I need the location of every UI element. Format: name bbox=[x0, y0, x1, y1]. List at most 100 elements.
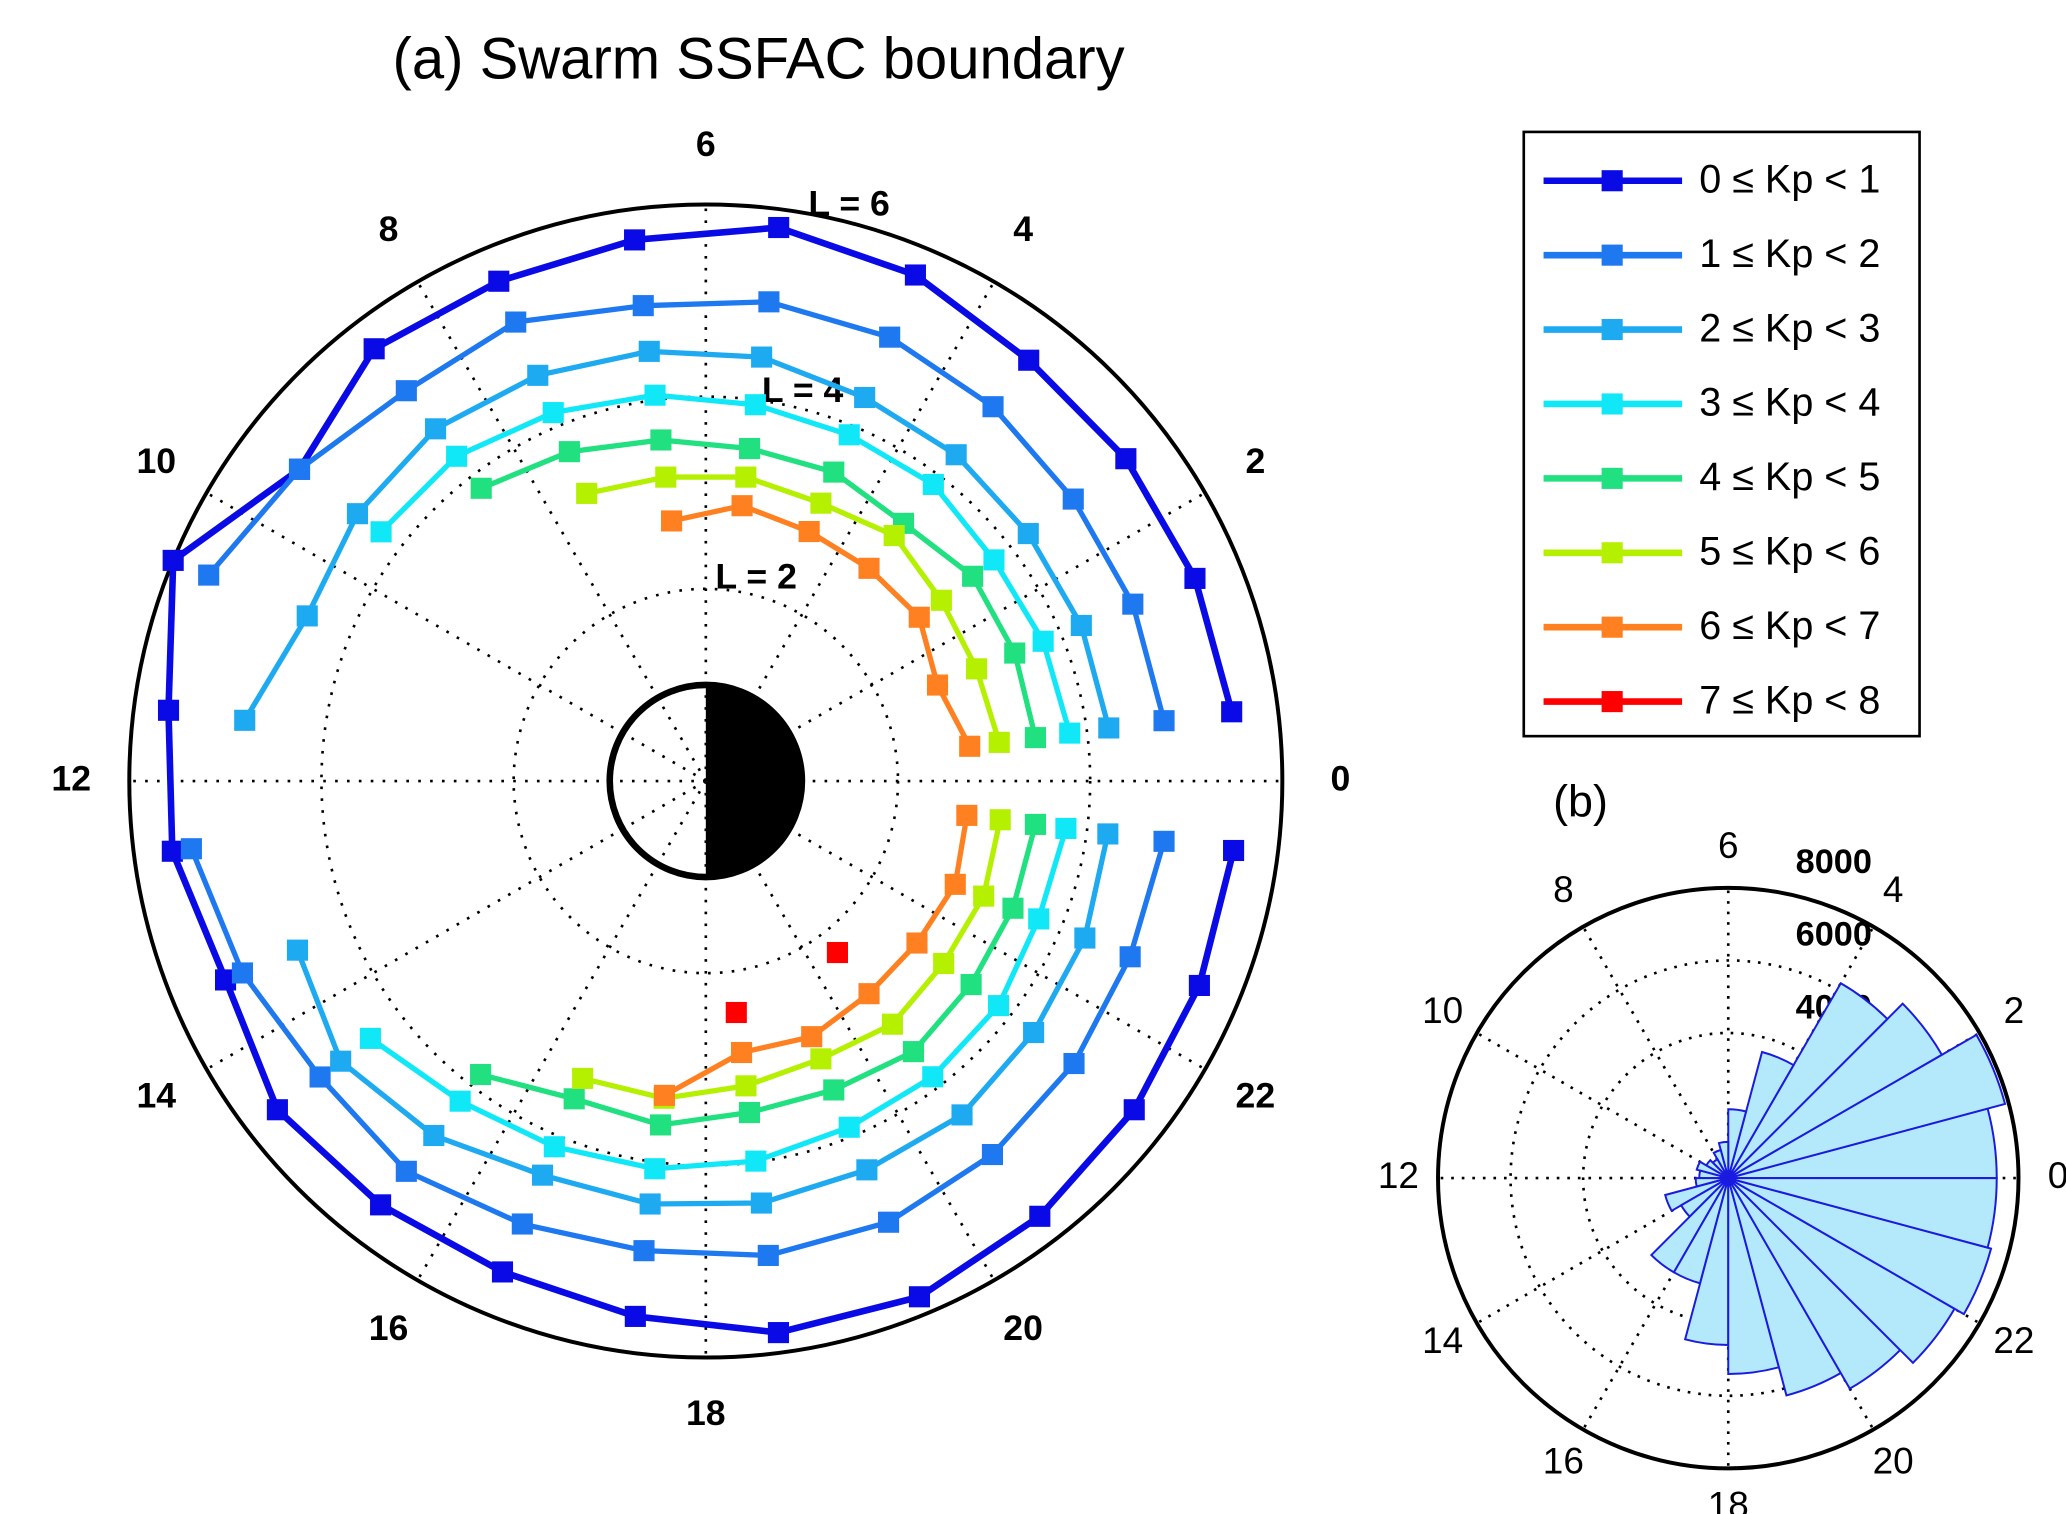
marker bbox=[1188, 974, 1210, 997]
marker bbox=[488, 270, 510, 292]
r-tick-label: 6000 bbox=[1796, 916, 1872, 954]
marker bbox=[922, 473, 944, 496]
marker bbox=[757, 1244, 779, 1266]
outer-circle bbox=[1436, 885, 2021, 1471]
marker bbox=[745, 1150, 767, 1172]
legend-marker bbox=[1601, 542, 1623, 564]
marker bbox=[801, 1026, 823, 1048]
marker bbox=[1055, 817, 1077, 839]
marker bbox=[1028, 908, 1050, 930]
series-line bbox=[581, 474, 1003, 1101]
marker bbox=[902, 1041, 925, 1063]
legend-box bbox=[1522, 130, 1921, 738]
marker bbox=[1097, 823, 1119, 845]
legend-label: 6 ≤ Kp < 7 bbox=[1699, 604, 1880, 648]
marker bbox=[470, 477, 492, 499]
legend-label: 0 ≤ Kp < 1 bbox=[1699, 158, 1880, 202]
rose-wedge bbox=[1727, 981, 1889, 1179]
marker bbox=[987, 995, 1010, 1017]
angle-tick-label: 8 bbox=[379, 209, 399, 249]
rose-wedge bbox=[1727, 1050, 1795, 1179]
angle-tick-label: 4 bbox=[1883, 869, 1904, 910]
marker bbox=[1024, 727, 1046, 749]
marker bbox=[563, 1088, 585, 1110]
marker bbox=[981, 1143, 1003, 1166]
marker bbox=[370, 1194, 392, 1216]
panel-title: (b) bbox=[1553, 776, 1608, 827]
marker bbox=[1184, 567, 1206, 589]
marker bbox=[735, 466, 757, 488]
angle-tick-label: 6 bbox=[696, 124, 716, 164]
marker bbox=[744, 394, 766, 416]
angle-tick-label: 2 bbox=[1245, 441, 1265, 481]
marker bbox=[750, 1192, 772, 1214]
marker bbox=[543, 1136, 565, 1158]
marker bbox=[926, 674, 949, 696]
rose-wedge bbox=[1728, 1177, 1998, 1249]
marker bbox=[1223, 839, 1245, 862]
marker bbox=[346, 503, 368, 525]
marker bbox=[527, 364, 549, 386]
marker bbox=[725, 1001, 747, 1024]
angle-tick-label: 22 bbox=[1993, 1320, 2034, 1361]
legend-label: 1 ≤ Kp < 2 bbox=[1699, 232, 1880, 276]
marker bbox=[1002, 897, 1024, 919]
marker bbox=[644, 1158, 666, 1180]
marker bbox=[951, 1104, 973, 1126]
marker bbox=[959, 735, 981, 757]
legend-label: 5 ≤ Kp < 6 bbox=[1699, 530, 1880, 574]
marker bbox=[1029, 1205, 1051, 1227]
angle-tick-label: 16 bbox=[369, 1308, 409, 1348]
marker bbox=[395, 380, 417, 402]
marker bbox=[983, 549, 1005, 571]
angle-tick-label: 12 bbox=[51, 758, 91, 798]
marker bbox=[649, 1114, 672, 1136]
angle-tick-label: 12 bbox=[1378, 1155, 1419, 1196]
marker bbox=[157, 699, 180, 721]
angle-tick-label: 4 bbox=[1013, 209, 1033, 249]
series-line bbox=[165, 224, 1237, 1336]
marker bbox=[288, 458, 311, 480]
marker bbox=[810, 492, 832, 514]
marker bbox=[988, 731, 1010, 753]
marker bbox=[650, 429, 672, 451]
marker bbox=[738, 1101, 761, 1124]
angle-tick-label: 22 bbox=[1236, 1076, 1276, 1116]
marker bbox=[982, 396, 1004, 418]
marker bbox=[180, 838, 202, 860]
marker bbox=[973, 885, 995, 907]
marker bbox=[906, 932, 928, 954]
marker bbox=[878, 1211, 900, 1233]
marker bbox=[1153, 830, 1175, 852]
marker bbox=[735, 1075, 757, 1097]
marker bbox=[739, 437, 761, 460]
marker bbox=[655, 466, 677, 488]
marker bbox=[823, 461, 845, 483]
marker bbox=[767, 1322, 789, 1344]
marker bbox=[944, 873, 966, 895]
legend-label: 3 ≤ Kp < 4 bbox=[1699, 381, 1880, 425]
marker bbox=[854, 386, 876, 409]
marker bbox=[363, 338, 385, 360]
marker bbox=[1122, 593, 1144, 615]
rose-wedge bbox=[1727, 1108, 1748, 1179]
marker bbox=[966, 658, 988, 680]
earth-night bbox=[705, 684, 802, 878]
marker bbox=[1023, 1021, 1045, 1044]
marker bbox=[883, 524, 905, 547]
marker bbox=[505, 311, 527, 333]
marker bbox=[633, 1240, 655, 1262]
marker bbox=[1018, 349, 1040, 371]
marker bbox=[908, 1286, 931, 1308]
marker bbox=[1017, 523, 1039, 545]
marker bbox=[1062, 488, 1084, 510]
grid-ring bbox=[320, 395, 1092, 1167]
marker bbox=[296, 605, 318, 627]
marker bbox=[904, 264, 926, 286]
marker bbox=[1059, 722, 1081, 744]
marker bbox=[1074, 927, 1096, 949]
marker bbox=[810, 1048, 832, 1070]
legend-label: 2 ≤ Kp < 3 bbox=[1699, 306, 1880, 350]
marker bbox=[989, 809, 1011, 831]
